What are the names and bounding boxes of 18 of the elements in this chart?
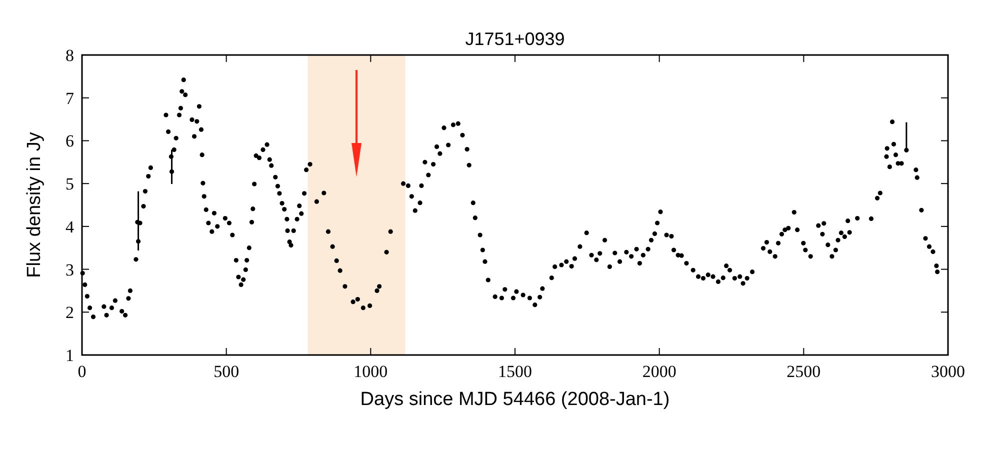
y-tick-label: 5 xyxy=(66,174,74,194)
y-tick-label: 2 xyxy=(66,303,74,322)
x-tick-label: 2500 xyxy=(786,362,821,381)
chart-title: J1751+0939 xyxy=(465,29,565,49)
x-tick-label: 3000 xyxy=(931,362,965,381)
y-tick-label: 4 xyxy=(66,217,74,236)
x-axis-title: Days since MJD 54466 (2008-Jan-1) xyxy=(360,389,670,410)
x-tick-label: 1500 xyxy=(498,362,532,381)
y-tick-label: 3 xyxy=(66,260,74,280)
y-axis-title: Flux density in Jy xyxy=(24,132,45,278)
y-tick-label: 6 xyxy=(66,132,74,151)
y-tick-label: 8 xyxy=(66,46,74,65)
y-tick-label: 7 xyxy=(66,88,74,108)
x-tick-label: 0 xyxy=(78,362,86,381)
x-tick-label: 500 xyxy=(214,362,240,381)
x-tick-label: 1000 xyxy=(354,362,388,381)
y-tick-label: 1 xyxy=(66,346,74,365)
x-tick-label: 2000 xyxy=(642,362,676,381)
